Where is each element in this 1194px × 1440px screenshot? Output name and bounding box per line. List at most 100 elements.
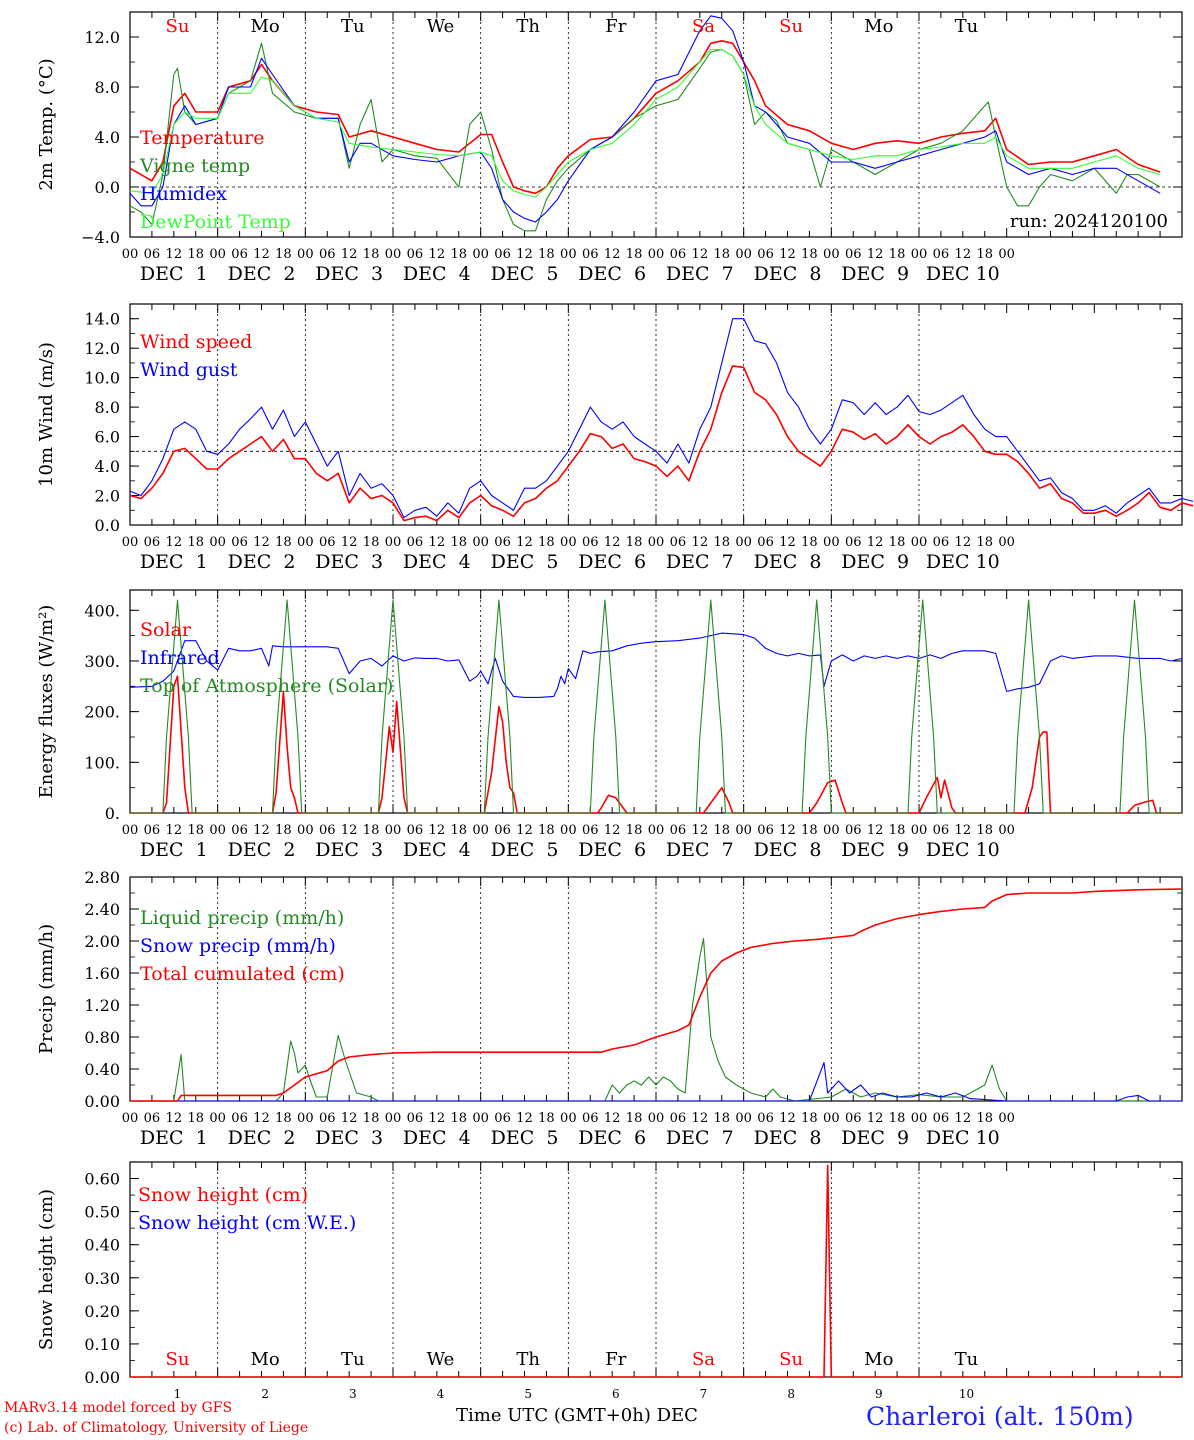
legend-entry: Top of Atmosphere (Solar) xyxy=(140,675,393,697)
y-tick-label: 10.0 xyxy=(84,369,120,388)
date-label: DEC 4 xyxy=(403,263,471,285)
y-tick-label: 0.00 xyxy=(84,1368,120,1387)
legend-entry: Snow height (cm W.E.) xyxy=(138,1212,356,1234)
hour-tick-label: 18 xyxy=(713,247,730,262)
station-name: Charleroi (alt. 150m) xyxy=(866,1402,1134,1431)
y-tick-label: 4.0 xyxy=(95,128,120,147)
panel-5: 0.00 0.10 0.20 0.30 0.40 0.50 0.60 Snow height … xyxy=(36,1161,1183,1400)
hour-tick-label: 18 xyxy=(363,1111,380,1126)
hour-tick-label: 12 xyxy=(253,247,270,262)
hour-tick-label: 06 xyxy=(933,535,950,550)
y-tick-label: 2.00 xyxy=(84,932,120,951)
series-line xyxy=(129,632,1183,698)
hour-tick-label: 18 xyxy=(626,1111,643,1126)
hour-tick-label: 12 xyxy=(166,535,183,550)
hour-tick-label: 12 xyxy=(341,1111,358,1126)
legend-entry: Snow height (cm) xyxy=(138,1184,308,1206)
date-label: DEC 9 xyxy=(841,551,909,573)
hour-tick-label: 06 xyxy=(407,823,424,838)
hour-tick-label: 06 xyxy=(144,535,161,550)
date-label: DEC 6 xyxy=(578,551,646,573)
hour-tick-label: 12 xyxy=(955,535,972,550)
hour-tick-label: 12 xyxy=(692,247,709,262)
date-label: DEC 10 xyxy=(926,263,1000,285)
hour-tick-label: 18 xyxy=(889,247,906,262)
hour-tick-label: 06 xyxy=(933,247,950,262)
series-line xyxy=(130,599,1182,814)
hour-tick-label: 00 xyxy=(560,1111,577,1126)
y-tick-label: 2.80 xyxy=(84,868,120,887)
y-tick-label: 0.30 xyxy=(84,1269,120,1288)
date-label: DEC 4 xyxy=(403,551,471,573)
hour-tick-label: 12 xyxy=(604,247,621,262)
hour-tick-label: 12 xyxy=(166,823,183,838)
hour-tick-label: 00 xyxy=(297,1111,314,1126)
y-tick-label: 200. xyxy=(84,703,120,722)
hour-tick-label: 00 xyxy=(297,823,314,838)
hour-tick-label: 18 xyxy=(626,823,643,838)
date-label: DEC 5 xyxy=(491,551,559,573)
day-number-label: 5 xyxy=(524,1387,532,1400)
hour-tick-label: 18 xyxy=(713,823,730,838)
hour-tick-label: 00 xyxy=(735,1111,752,1126)
hour-tick-label: 00 xyxy=(648,1111,665,1126)
hour-tick-label: 06 xyxy=(582,1111,599,1126)
weekday-label: Tu xyxy=(341,16,365,37)
hour-tick-label: 12 xyxy=(955,247,972,262)
hour-tick-label: 06 xyxy=(933,1111,950,1126)
hour-tick-label: 12 xyxy=(166,1111,183,1126)
date-label: DEC 8 xyxy=(754,839,822,861)
hour-tick-label: 12 xyxy=(692,823,709,838)
hour-tick-label: 00 xyxy=(122,1111,139,1126)
weekday-label: Sa xyxy=(692,1349,715,1370)
legend-entry: Vigne temp xyxy=(139,155,250,177)
date-label: DEC 7 xyxy=(666,263,734,285)
hour-tick-label: 06 xyxy=(582,823,599,838)
hour-tick-label: 18 xyxy=(801,1111,818,1126)
hour-tick-label: 06 xyxy=(407,1111,424,1126)
date-label: DEC 1 xyxy=(140,839,208,861)
hour-tick-label: 12 xyxy=(341,247,358,262)
hour-tick-label: 06 xyxy=(757,1111,774,1126)
hour-tick-label: 06 xyxy=(757,535,774,550)
legend-entry: Solar xyxy=(140,619,192,641)
hour-tick-label: 12 xyxy=(955,1111,972,1126)
hour-tick-label: 00 xyxy=(385,247,402,262)
y-tick-label: 6.0 xyxy=(95,428,120,447)
weekday-label: Sa xyxy=(692,16,715,37)
hour-tick-label: 06 xyxy=(933,823,950,838)
hour-tick-label: 12 xyxy=(604,535,621,550)
y-tick-label: 0.80 xyxy=(84,1028,120,1047)
hour-tick-label: 12 xyxy=(692,535,709,550)
weekday-label: Tu xyxy=(341,1349,365,1370)
hour-tick-label: 12 xyxy=(341,823,358,838)
hour-tick-label: 18 xyxy=(187,247,204,262)
hour-tick-label: 00 xyxy=(735,823,752,838)
y-tick-label: 400. xyxy=(84,601,120,620)
legend-entry: DewPoint Temp xyxy=(140,211,291,233)
legend-entry: Humidex xyxy=(140,183,227,205)
hour-tick-label: 00 xyxy=(911,535,928,550)
date-label: DEC 3 xyxy=(315,551,383,573)
weekday-label: We xyxy=(427,1349,455,1370)
hour-tick-label: 12 xyxy=(604,823,621,838)
hour-tick-label: 06 xyxy=(144,823,161,838)
hour-tick-label: 18 xyxy=(801,823,818,838)
hour-tick-label: 12 xyxy=(604,1111,621,1126)
hour-tick-label: 18 xyxy=(801,247,818,262)
date-label: DEC 10 xyxy=(926,839,1000,861)
hour-tick-label: 12 xyxy=(516,247,533,262)
hour-tick-label: 06 xyxy=(494,823,511,838)
date-label: DEC 5 xyxy=(491,263,559,285)
hour-tick-label: 12 xyxy=(692,1111,709,1126)
day-number-label: 10 xyxy=(959,1387,974,1400)
hour-tick-label: 12 xyxy=(253,823,270,838)
legend-entry: Infrared xyxy=(140,647,220,669)
hour-tick-label: 00 xyxy=(297,535,314,550)
hour-tick-label: 00 xyxy=(472,535,489,550)
hour-tick-label: 18 xyxy=(275,247,292,262)
date-label: DEC 1 xyxy=(140,1127,208,1149)
hour-tick-label: 06 xyxy=(231,535,248,550)
y-tick-label: 300. xyxy=(84,652,120,671)
hour-tick-label: 06 xyxy=(319,823,336,838)
